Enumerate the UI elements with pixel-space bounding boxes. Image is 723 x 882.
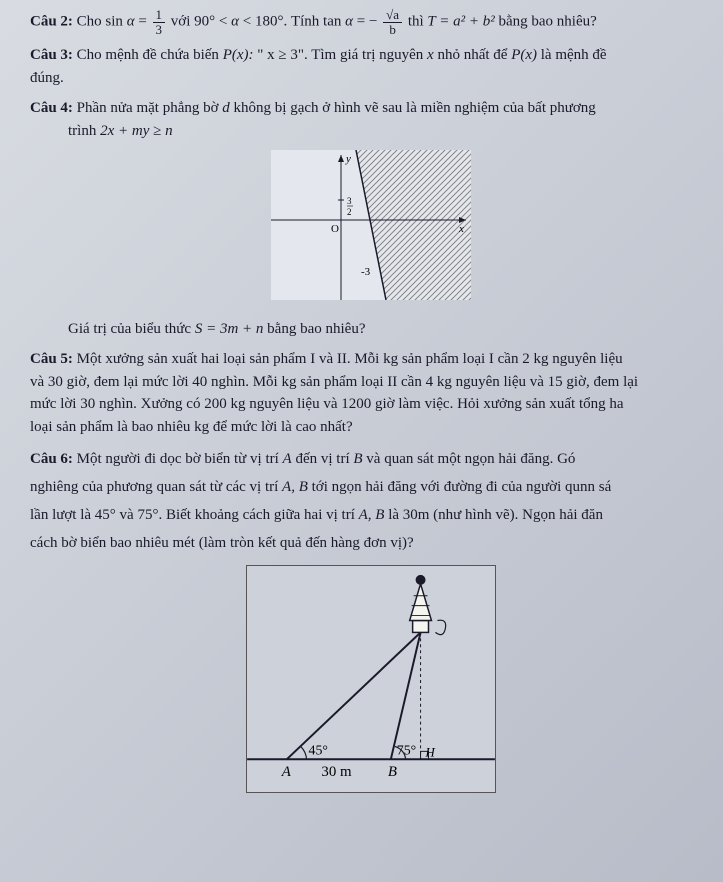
q2-deg: 180°. Tính tan: [255, 14, 341, 30]
q2-t2: với 90°: [171, 14, 215, 30]
q3-x: x: [427, 47, 434, 63]
q4-ineq: 2x + my ≥ n: [100, 123, 173, 139]
q4-d: d: [222, 100, 230, 116]
q2-label: Câu 2:: [30, 14, 73, 30]
svg-text:2: 2: [347, 207, 352, 217]
q4-giatri: Giá trị của biểu thức: [68, 321, 191, 337]
q6-l2: nghiêng của phương quan sát từ các vị tr…: [30, 474, 711, 502]
q2-t1: Cho sin: [77, 14, 123, 30]
q4-giatri-line: Giá trị của biểu thức S = 3m + n bằng ba…: [68, 318, 711, 341]
figure-2-wrap: 45° 75° A B 30 m H: [30, 565, 711, 800]
q6-l4: cách bờ biển bao nhiêu mét (làm tròn kết…: [30, 530, 711, 558]
q3-t4: là mệnh đề: [541, 47, 607, 63]
q4-t1: Phần nửa mặt phẳng bờ: [77, 100, 219, 116]
q4-label: Câu 4:: [30, 100, 73, 116]
q3-t2: Tìm giá trị nguyên: [311, 47, 423, 63]
question-2: Câu 2: Cho sin α = 1 3 với 90° < α < 180…: [30, 8, 711, 36]
q2-t4: bằng bao nhiêu?: [498, 14, 596, 30]
fig2-angle-b: 75°: [396, 744, 415, 759]
svg-text:H: H: [424, 746, 435, 760]
figure-1: y x O 3 2 -3: [271, 150, 471, 300]
figure-1-wrap: y x O 3 2 -3: [30, 150, 711, 308]
q5-l1: Câu 5: Một xưởng sản xuất hai loại sản p…: [30, 348, 711, 371]
q2-t3: thì: [408, 14, 424, 30]
q2-alpha3: α: [345, 14, 353, 30]
q5-l2: và 30 giờ, đem lại mức lời 40 nghìn. Mỗi…: [30, 371, 711, 394]
fig2-labelA: A: [280, 764, 291, 780]
fig2-angle-a: 45°: [308, 744, 327, 759]
q5-l3: mức lời 30 nghìn. Xưởng có 200 kg nguyên…: [30, 393, 711, 416]
q3-t3: nhỏ nhất để: [437, 47, 507, 63]
q2-alpha: α: [127, 14, 135, 30]
q4-line2: trình 2x + my ≥ n: [68, 120, 711, 143]
fig2-labelB: B: [387, 764, 396, 780]
q3-px: P(x):: [223, 47, 254, 63]
q3-px2: P(x): [511, 47, 537, 63]
fig1-tick-y: 3: [347, 196, 352, 206]
fig1-xlabel: x: [458, 223, 464, 235]
q6-l1: Câu 6: Một người đi dọc bờ biển từ vị tr…: [30, 446, 711, 474]
fig1-ylabel: y: [345, 153, 351, 165]
q2-eq2: = −: [357, 14, 378, 30]
q2-lt2: <: [243, 14, 251, 30]
q3-quote: " x ≥ 3".: [257, 47, 307, 63]
fig1-origin: O: [331, 223, 339, 235]
q2-T: T = a² + b²: [427, 14, 494, 30]
q2-frac1: 1 3: [153, 8, 166, 36]
q4-S: S = 3m + n: [195, 321, 264, 337]
question-3: Câu 3: Cho mệnh đề chứa biến P(x): " x ≥…: [30, 44, 711, 89]
fig1-tick-neg: -3: [361, 266, 371, 278]
q2-lt1: <: [219, 14, 227, 30]
q6-l3: lần lượt là 45° và 75°. Biết khoảng cách…: [30, 502, 711, 530]
q3-t1: Cho mệnh đề chứa biến: [77, 47, 219, 63]
question-4: Câu 4: Phần nửa mặt phẳng bờ d không bị …: [30, 97, 711, 142]
figure-2: 45° 75° A B 30 m H: [246, 565, 496, 793]
q3-dung: đúng.: [30, 67, 711, 90]
question-5: Câu 5: Một xưởng sản xuất hai loại sản p…: [30, 348, 711, 438]
q4-t2: không bị gạch ở hình vẽ sau là miền nghi…: [234, 100, 596, 116]
q6-label: Câu 6:: [30, 451, 73, 467]
q2-frac2: √a b: [383, 8, 402, 36]
q5-l4: loại sản phẩm là bao nhiêu kg để mức lời…: [30, 416, 711, 439]
q3-label: Câu 3:: [30, 47, 73, 63]
q4-trinh: trình: [68, 123, 96, 139]
question-6: Câu 6: Một người đi dọc bờ biển từ vị tr…: [30, 446, 711, 557]
q2-alpha2: α: [231, 14, 239, 30]
q5-label: Câu 5:: [30, 351, 73, 367]
q2-eq: =: [138, 14, 146, 30]
q4-bang: bằng bao nhiêu?: [267, 321, 365, 337]
fig2-dist: 30 m: [321, 764, 352, 780]
